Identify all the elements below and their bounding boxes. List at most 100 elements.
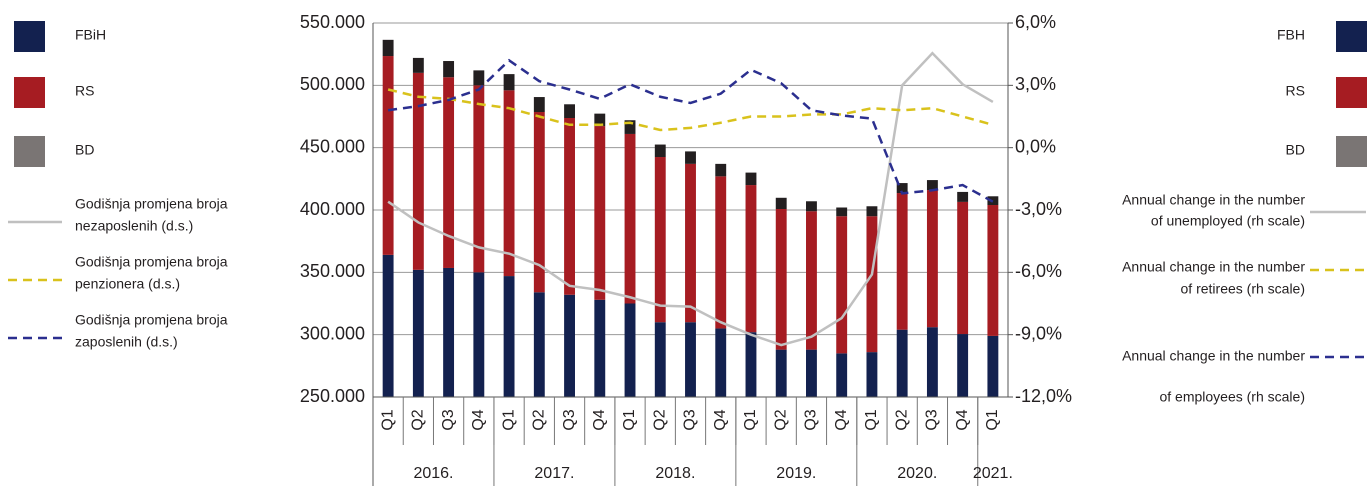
y-tick-label: 550.000 — [300, 12, 365, 32]
bar-segment — [806, 201, 817, 212]
legend-label: BD — [75, 142, 94, 158]
line-series — [387, 58, 994, 203]
year-label: 2020. — [897, 465, 937, 482]
y2-tick-label: -3,0% — [1015, 199, 1062, 219]
bar-segment — [866, 216, 878, 353]
bar-segment — [564, 294, 575, 397]
bar-segment — [896, 193, 908, 330]
year-label: 2021. — [973, 465, 1013, 482]
legend-label: Godišnja promjena broja — [75, 196, 228, 212]
y2-tick-label: 6,0% — [1015, 12, 1056, 32]
bar-segment — [957, 191, 969, 202]
legend-swatch — [14, 21, 45, 52]
bar-segment — [624, 133, 636, 304]
x-tick-label: Q4 — [833, 409, 850, 430]
x-tick-label: Q2 — [531, 409, 548, 430]
bar-segment — [443, 77, 455, 268]
y-tick-label: 300.000 — [300, 323, 365, 343]
y2-tick-label: 0,0% — [1015, 136, 1056, 156]
legend-swatch — [1336, 136, 1367, 167]
bar-segment — [594, 113, 606, 127]
year-label: 2019. — [776, 465, 816, 482]
x-tick-label: Q1 — [621, 409, 638, 430]
bar-segment — [775, 209, 787, 350]
legend-label: FBH — [1277, 27, 1305, 43]
bar-segment — [685, 163, 696, 323]
bar-segment — [715, 328, 727, 397]
legend-swatch — [1336, 77, 1367, 108]
bar-segment — [382, 56, 394, 255]
bar-segment — [473, 85, 485, 273]
y-tick-label: 250.000 — [300, 386, 365, 406]
bar-segment — [533, 292, 545, 397]
x-tick-label: Q3 — [803, 409, 820, 430]
bar-segment — [594, 126, 606, 300]
x-tick-label: Q1 — [863, 409, 880, 430]
y-tick-label: 450.000 — [300, 136, 365, 156]
bar-segment — [533, 97, 545, 113]
bar-segment — [412, 72, 424, 270]
bar-segment — [412, 57, 424, 73]
bar-segment — [926, 190, 938, 328]
x-tick-label: Q1 — [742, 409, 759, 430]
y2-tick-label: -6,0% — [1015, 261, 1062, 281]
bar-segment — [896, 183, 908, 194]
bar-segment — [654, 322, 666, 397]
legend-label: Godišnja promjena broja — [75, 312, 228, 328]
bar-segment — [443, 61, 455, 78]
bar-segment — [806, 349, 817, 397]
bar-segment — [926, 180, 938, 191]
bar-segment — [473, 272, 485, 397]
x-tick-label: Q3 — [924, 409, 941, 430]
y2-tick-label: -12,0% — [1015, 386, 1072, 406]
bar-segment — [866, 352, 878, 397]
x-tick-label: Q2 — [651, 409, 668, 430]
bar-segment — [836, 207, 848, 217]
bar-segment — [412, 269, 424, 397]
y2-tick-label: 3,0% — [1015, 74, 1056, 94]
bar-segment — [836, 216, 848, 354]
y-tick-label: 400.000 — [300, 199, 365, 219]
bar-segment — [503, 90, 515, 277]
bar-segment — [715, 163, 727, 177]
x-tick-label: Q1 — [984, 409, 1001, 430]
bar-segment — [473, 70, 485, 86]
y2-tick-label: -9,0% — [1015, 323, 1062, 343]
bar-segment — [775, 349, 787, 397]
legend-label: of unemployed (rh scale) — [1151, 213, 1305, 229]
year-label: 2018. — [655, 465, 695, 482]
bar-segment — [957, 201, 969, 335]
legend-label: of retirees (rh scale) — [1181, 281, 1305, 297]
bar-segment — [957, 334, 969, 397]
bar-segment — [503, 74, 515, 91]
legend-label: Annual change in the number — [1122, 348, 1305, 364]
bar-segment — [987, 205, 999, 336]
bar-segment — [503, 276, 515, 397]
legend-swatch — [14, 136, 45, 167]
legend-label: nezaposlenih (d.s.) — [75, 218, 193, 234]
bar-segment — [382, 254, 394, 397]
year-label: 2017. — [534, 465, 574, 482]
y-tick-label: 350.000 — [300, 261, 365, 281]
x-tick-label: Q2 — [893, 409, 910, 430]
line-series — [387, 88, 994, 132]
bar-segment — [654, 157, 666, 323]
year-label: 2016. — [413, 465, 453, 482]
bar-segment — [654, 144, 666, 158]
bar-segment — [685, 322, 696, 397]
legend-swatch — [14, 77, 45, 108]
bar-segment — [836, 353, 848, 397]
x-tick-label: Q3 — [440, 409, 457, 430]
bar-segment — [866, 206, 878, 217]
x-tick-label: Q3 — [561, 409, 578, 430]
bar-segment — [745, 332, 757, 397]
x-tick-label: Q4 — [712, 409, 729, 430]
bar-segment — [806, 211, 817, 350]
line-series — [387, 51, 994, 347]
legend-swatch — [1336, 21, 1367, 52]
legend-label: of employees (rh scale) — [1159, 389, 1305, 405]
bar-segment — [745, 185, 757, 333]
bar-segment — [685, 151, 696, 164]
bar-segment — [443, 267, 455, 397]
bar-segment — [624, 303, 636, 397]
